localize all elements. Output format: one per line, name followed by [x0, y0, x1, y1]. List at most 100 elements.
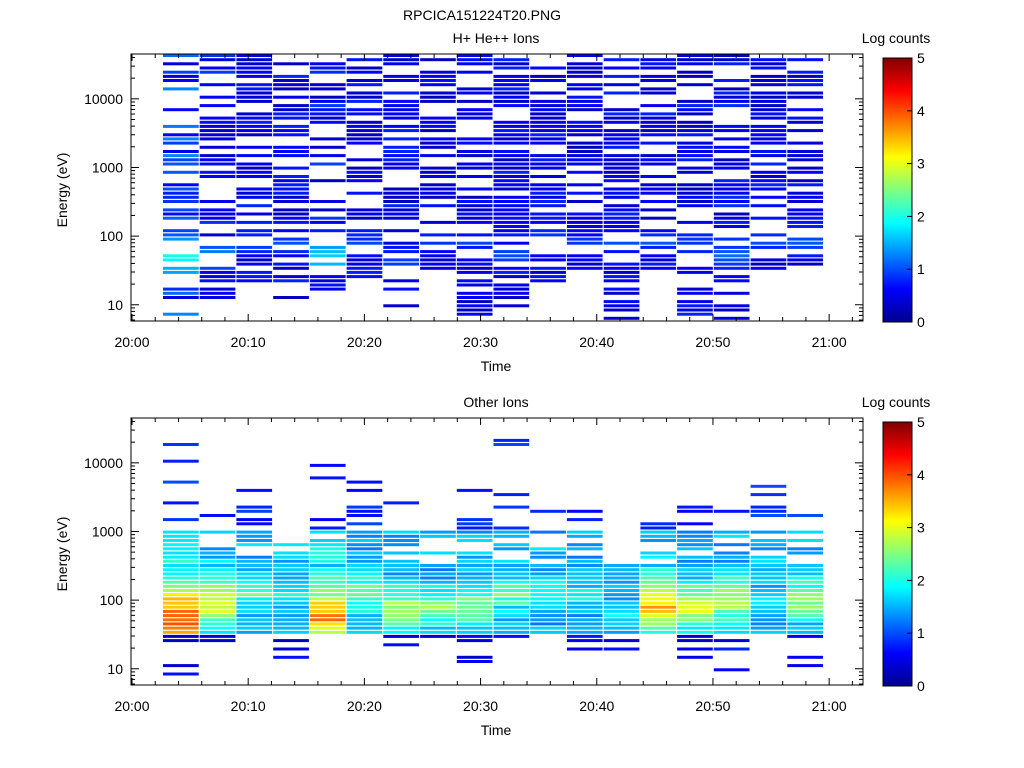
heatmap-cell: [456, 572, 493, 576]
heatmap-cell: [236, 584, 273, 588]
heatmap-cell: [640, 87, 677, 91]
heatmap-cell: [566, 547, 603, 551]
heatmap-cell: [383, 250, 419, 254]
heatmap-cell: [677, 108, 713, 112]
heatmap-cell: [530, 158, 566, 162]
heatmap-cell: [346, 275, 383, 279]
colorbar-tick-label: 5: [917, 50, 925, 66]
heatmap-cell: [640, 74, 677, 78]
heatmap-cell: [713, 639, 750, 643]
heatmap-cell: [346, 254, 383, 258]
heatmap-cell: [273, 597, 309, 601]
heatmap-cell: [163, 200, 199, 203]
heatmap-cell: [677, 104, 713, 108]
heatmap-cell: [713, 179, 750, 183]
heatmap-cell: [566, 99, 603, 103]
panel-title: H+ He++ Ions: [453, 30, 540, 46]
heatmap-cell: [346, 626, 383, 630]
heatmap-cell: [199, 618, 236, 622]
heatmap-cell: [493, 254, 530, 258]
heatmap-cell: [677, 655, 713, 659]
heatmap-cell: [273, 559, 309, 563]
heatmap-cell: [750, 505, 787, 509]
heatmap-cell: [787, 547, 823, 551]
heatmap-cell: [456, 91, 493, 95]
heatmap-cell: [199, 287, 236, 291]
heatmap-cell: [273, 296, 309, 299]
heatmap-cell: [163, 539, 199, 542]
heatmap-cell: [566, 83, 603, 87]
heatmap-cell: [713, 601, 750, 605]
heatmap-cell: [530, 551, 566, 555]
heatmap-cell: [493, 564, 530, 567]
heatmap-cell: [640, 580, 677, 584]
heatmap-cell: [750, 484, 787, 488]
heatmap-cell: [713, 87, 750, 91]
heatmap-cell: [199, 245, 236, 249]
heatmap-cell: [383, 580, 419, 584]
heatmap-cell: [309, 551, 346, 555]
heatmap-cell: [640, 618, 677, 622]
heatmap-cell: [309, 120, 346, 124]
heatmap-cell: [346, 166, 383, 170]
y-tick-label: 10000: [84, 91, 123, 107]
heatmap-cell: [640, 229, 677, 233]
heatmap-cell: [420, 634, 456, 638]
heatmap-cell: [236, 572, 273, 576]
heatmap-cell: [199, 58, 236, 62]
heatmap-cell: [787, 225, 823, 228]
heatmap-cell: [383, 597, 419, 601]
heatmap-cell: [493, 543, 530, 547]
heatmap-cell: [456, 568, 493, 572]
heatmap-cell: [236, 559, 273, 563]
heatmap-cell: [713, 559, 750, 563]
heatmap-cell: [456, 99, 493, 103]
heatmap-cell: [713, 304, 750, 308]
heatmap-cell: [640, 593, 677, 597]
heatmap-cell: [383, 643, 419, 647]
heatmap-cell: [309, 216, 346, 220]
y-axis-label: Energy (eV): [54, 517, 70, 592]
heatmap-cell: [309, 572, 346, 576]
heatmap-cell: [530, 258, 566, 262]
heatmap-cell: [383, 212, 419, 216]
heatmap-cell: [163, 576, 199, 580]
heatmap-cell: [199, 154, 236, 158]
heatmap-cell: [163, 296, 199, 299]
heatmap-cell: [236, 175, 273, 178]
heatmap-cell: [787, 95, 823, 99]
heatmap-cell: [383, 145, 419, 149]
heatmap-cell: [640, 200, 677, 203]
heatmap-cell: [346, 170, 383, 174]
heatmap-cell: [713, 647, 750, 651]
heatmap-cell: [566, 584, 603, 588]
heatmap-cell: [346, 99, 383, 103]
heatmap-cell: [346, 258, 383, 262]
heatmap-cell: [163, 459, 199, 463]
heatmap-cell: [530, 112, 566, 116]
heatmap-cell: [566, 141, 603, 145]
heatmap-cell: [420, 576, 456, 580]
heatmap-cell: [787, 262, 823, 266]
x-tick-label: 20:00: [114, 698, 149, 714]
heatmap-cell: [383, 589, 419, 592]
plot-frame: [130, 53, 864, 322]
heatmap-cell: [530, 266, 566, 270]
heatmap-cell: [493, 104, 530, 108]
heatmap-cell: [713, 237, 750, 241]
heatmap-cell: [530, 530, 566, 534]
heatmap-cell: [566, 183, 603, 187]
heatmap-cell: [493, 580, 530, 584]
heatmap-cell: [530, 183, 566, 187]
heatmap-cell: [309, 287, 346, 291]
heatmap-cell: [677, 634, 713, 638]
heatmap-cell: [603, 158, 640, 162]
heatmap-cell: [640, 58, 677, 62]
heatmap-cells: [163, 438, 823, 676]
heatmap-cell: [236, 270, 273, 274]
heatmap-cell: [603, 639, 640, 643]
heatmap-cell: [566, 647, 603, 651]
heatmap-cell: [346, 564, 383, 567]
heatmap-cell: [566, 609, 603, 613]
heatmap-cell: [713, 212, 750, 216]
